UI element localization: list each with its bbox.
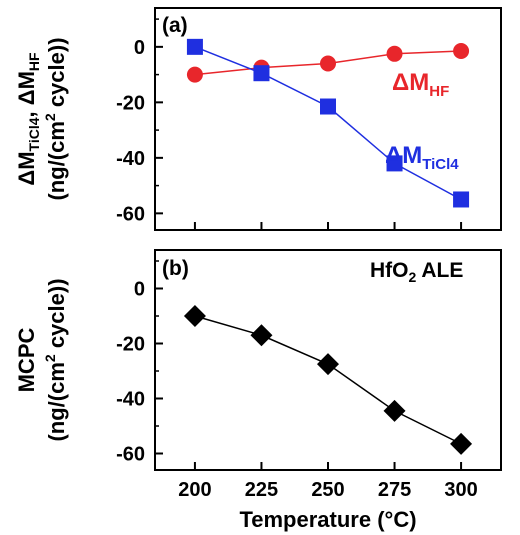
- ticl4-series-label: ΔMTiCl4: [385, 142, 459, 173]
- panel-a-series-0-point-0: [186, 66, 203, 83]
- panel-b-ylabel-unit-a: (ng/(cm: [44, 362, 69, 441]
- panel-b-ytick-label-2: -40: [116, 389, 145, 411]
- panel-b-series-0-line: [194, 315, 462, 445]
- panel-a-ylabel-delta2: , ΔM: [14, 71, 39, 117]
- panel-a-series-0-point-4: [453, 43, 470, 60]
- panel-b-series-0-point-4: [450, 432, 473, 455]
- x-tick-label-2: 250: [311, 479, 344, 501]
- ticl4-series-label-sub: TiCl4: [422, 156, 459, 173]
- panel-a-ylabel-sub1: TiCl4: [26, 117, 42, 151]
- panel-a-ylabel-unit-sup: 2: [42, 113, 58, 121]
- panel-a-frame: [154, 7, 502, 231]
- panel-a-ytick-label-3: -60: [116, 203, 145, 225]
- panel-a-ylabel-delta1: ΔM: [14, 151, 39, 185]
- hf-series-label-main: ΔM: [392, 69, 429, 96]
- ticl4-series-label-main: ΔM: [385, 142, 422, 169]
- panel-a-ylabel-line1: ΔMTiCl4, ΔMHF: [14, 52, 42, 186]
- panel-b-series-0-point-1: [250, 324, 273, 347]
- panel-b-ytick-label-3: -60: [116, 444, 145, 466]
- panel-a-series-0-point-3: [386, 45, 403, 62]
- panel-b-ylabel-unit-b: cycle)): [44, 278, 69, 354]
- panel-a-series-1-point-2: [320, 98, 336, 115]
- panel-a-ylabel-unit-a: (ng/(cm: [44, 121, 69, 200]
- x-tick-label-0: 200: [178, 479, 211, 501]
- panel-a: 0 -20 -40 -60: [116, 18, 470, 230]
- x-tick-label-3: 275: [378, 479, 411, 501]
- hfo2-ale-annotation-sub: 2: [409, 269, 417, 285]
- panel-a-series-1-point-4: [453, 191, 470, 208]
- hf-series-label-sub: HF: [429, 83, 449, 100]
- panel-a-ylabel-unit-b: cycle)): [44, 37, 69, 113]
- panel-b-ylabel-line2: (ng/(cm2 cycle)): [42, 278, 69, 441]
- x-tick-label-4: 300: [444, 479, 477, 501]
- panel-b-ytick-label-1: -20: [116, 334, 145, 356]
- panel-b-ytick-label-0: 0: [134, 279, 145, 301]
- panel-a-series-1-point-3: [386, 155, 403, 172]
- panel-b-ylabel-unit-sup: 2: [42, 354, 58, 362]
- panel-a-ytick-label-0: 0: [134, 37, 145, 59]
- panel-a-ytick-label-2: -40: [116, 148, 145, 170]
- hf-series-label: ΔMHF: [392, 69, 449, 100]
- panel-b-ylabel-line1: MCPC: [14, 328, 39, 393]
- panel-a-series-0-point-2: [320, 55, 336, 72]
- x-axis-label: Temperature (°C): [239, 507, 416, 532]
- panel-a-label: (a): [162, 14, 188, 37]
- panel-a-series-1-point-0: [186, 38, 203, 55]
- x-tick-label-1: 225: [245, 479, 278, 501]
- panel-a-ylabel-sub2: HF: [26, 52, 42, 71]
- hfo2-ale-annotation-post: ALE: [416, 259, 463, 282]
- hfo2-ale-annotation-pre: HfO: [370, 259, 409, 282]
- panel-b: 0 -20 -40 -60 200 225 250 275 300: [116, 260, 478, 501]
- panel-b-label: (b): [162, 257, 189, 280]
- panel-a-ytick-label-1: -20: [116, 92, 145, 114]
- panel-a-series-1-point-1: [253, 65, 270, 82]
- panel-b-series-0-point-2: [317, 353, 339, 376]
- hfo2-ale-annotation: HfO2 ALE: [370, 259, 463, 285]
- panel-b-series-0-point-3: [383, 399, 406, 422]
- panel-a-ylabel-line2: (ng/(cm2 cycle)): [42, 37, 69, 200]
- panel-b-series-0-point-0: [183, 305, 206, 327]
